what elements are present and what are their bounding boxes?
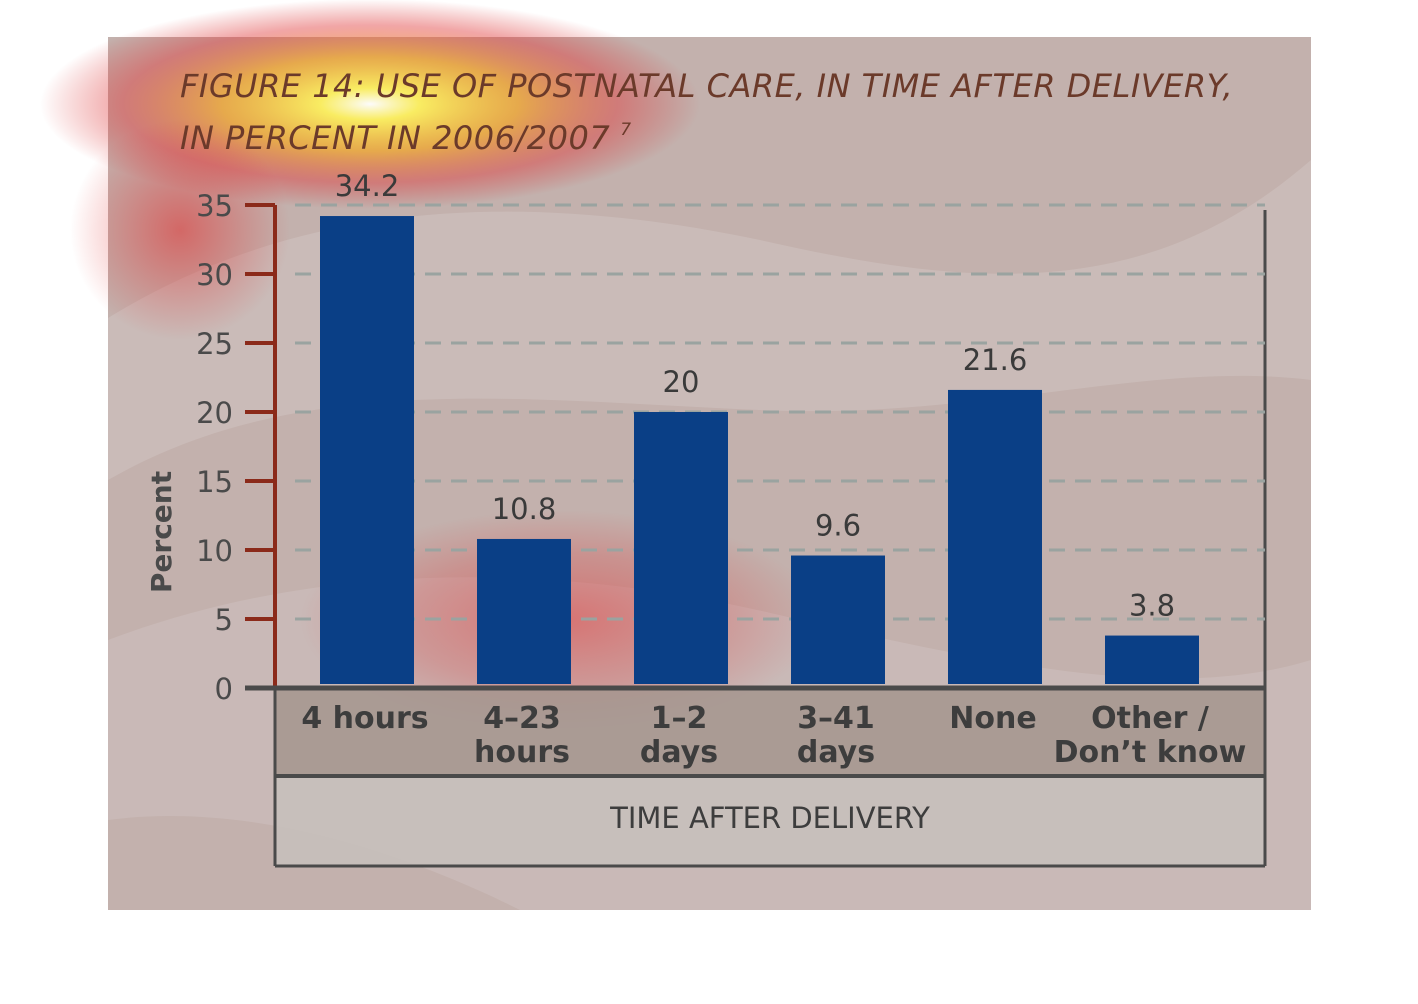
category-label-2: 1–2 days [640,701,718,770]
category-label-5: Other / Don’t know [1054,701,1247,770]
x-axis-title: TIME AFTER DELIVERY [609,801,930,835]
y-tick-label-0: 0 [215,672,233,706]
y-tick-label-5: 25 [196,327,233,361]
chart-title-line2-text: IN PERCENT IN 2006/2007 [180,119,610,157]
bar-2 [634,412,728,684]
category-label-4-line-0: None [949,701,1036,736]
category-band [275,688,1265,776]
category-label-4: None [949,701,1036,736]
category-label-2-line-1: days [640,735,718,770]
category-label-3-line-1: days [797,735,875,770]
category-label-1-line-1: hours [474,735,570,770]
data-label-5: 3.8 [1129,589,1175,623]
category-label-1: 4–23 hours [474,701,570,770]
category-label-1-line-0: 4–23 [483,701,561,736]
y-tick-label-2: 10 [196,534,233,568]
category-label-5-line-0: Other / [1091,701,1209,736]
title-footnote: 7 [620,120,631,140]
category-label-2-line-0: 1–2 [651,701,708,736]
data-label-3: 9.6 [815,509,861,543]
category-label-3: 3–41 days [797,701,875,770]
data-label-0: 34.2 [335,169,400,203]
bar-1 [477,538,571,684]
y-tick-label-4: 20 [196,396,233,430]
category-label-3-line-0: 3–41 [797,701,875,736]
chart-title-line2: IN PERCENT IN 2006/2007 7 [180,119,632,157]
data-label-2: 20 [663,365,700,399]
category-label-5-line-1: Don’t know [1054,735,1247,770]
axis-layer: 0 5 10 15 20 25 30 35 [196,189,1265,706]
chart-title-line1: FIGURE 14: USE OF POSTNATAL CARE, IN TIM… [180,67,1233,105]
y-tick-label-1: 5 [215,603,233,637]
heatmap-blob-axis [70,120,290,340]
bar-4 [948,389,1042,684]
data-label-4: 21.6 [963,343,1028,377]
category-label-0: 4 hours [301,701,428,736]
data-label-1: 10.8 [492,492,557,526]
bars-layer [320,216,1199,685]
y-tick-label-7: 35 [196,189,233,223]
grid-layer [295,203,1265,621]
x-axis-title-box [275,776,1265,866]
category-label-0-line-0: 4 hours [301,701,428,736]
bar-0 [320,216,414,685]
bar-5 [1105,635,1199,684]
y-tick-label-3: 15 [196,465,233,499]
y-axis-title: Percent [145,471,178,593]
bar-3 [791,555,885,684]
y-tick-label-6: 30 [196,258,233,292]
